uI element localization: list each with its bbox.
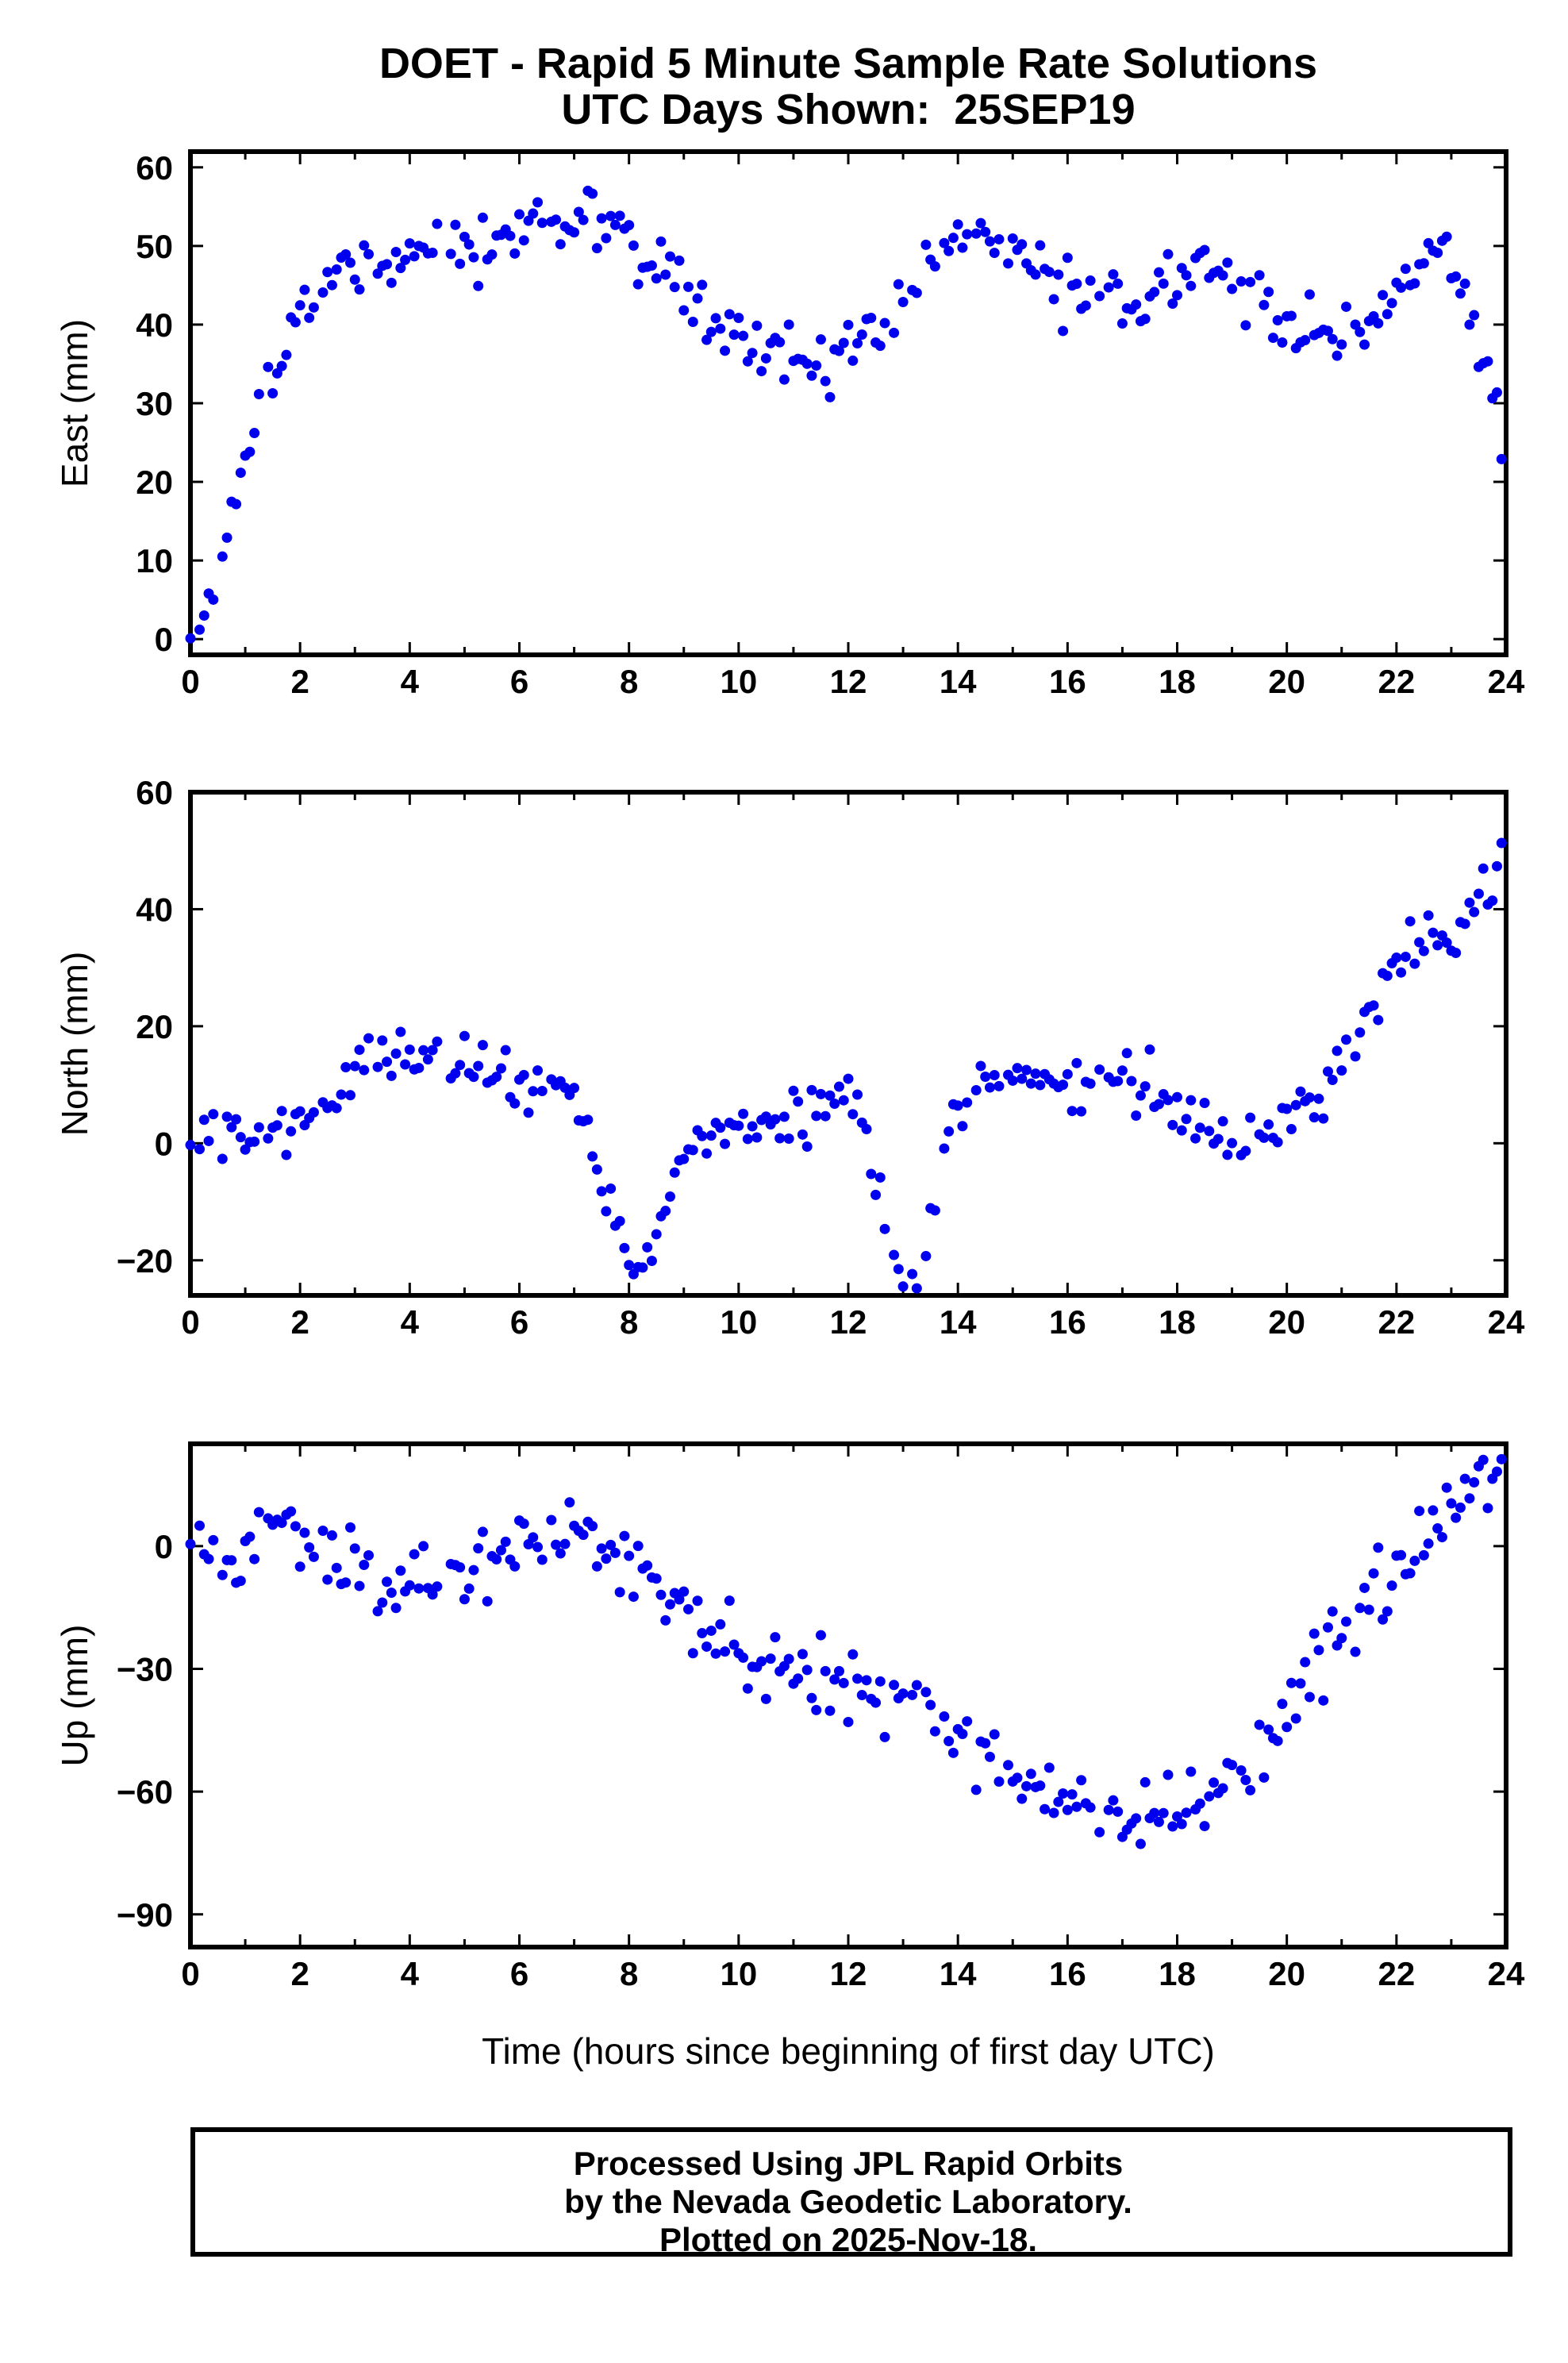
svg-text:Plotted on 2025-Nov-18.: Plotted on 2025-Nov-18.	[659, 2221, 1037, 2258]
svg-text:UTC Days Shown: 25SEP19: UTC Days Shown: 25SEP19	[561, 86, 1135, 133]
svg-text:22: 22	[1378, 1955, 1415, 1992]
svg-text:Up (mm): Up (mm)	[54, 1625, 95, 1767]
svg-text:6: 6	[510, 663, 528, 700]
svg-text:2: 2	[290, 663, 309, 700]
svg-text:12: 12	[830, 1303, 867, 1341]
svg-text:20: 20	[1268, 1303, 1305, 1341]
svg-text:0: 0	[155, 1528, 173, 1565]
svg-text:by the Nevada Geodetic Laborat: by the Nevada Geodetic Laboratory.	[564, 2183, 1132, 2220]
svg-text:24: 24	[1488, 1955, 1525, 1992]
svg-text:20: 20	[136, 464, 173, 501]
svg-text:2: 2	[290, 1955, 309, 1992]
svg-text:12: 12	[830, 663, 867, 700]
svg-text:4: 4	[401, 663, 420, 700]
svg-text:18: 18	[1159, 663, 1196, 700]
svg-text:0: 0	[155, 621, 173, 658]
svg-text:−20: −20	[117, 1242, 173, 1280]
svg-text:0: 0	[181, 663, 199, 700]
svg-text:20: 20	[1268, 663, 1305, 700]
svg-text:6: 6	[510, 1303, 528, 1341]
svg-text:60: 60	[136, 149, 173, 187]
svg-text:10: 10	[136, 542, 173, 579]
svg-text:−90: −90	[117, 1896, 173, 1934]
svg-text:10: 10	[720, 1303, 757, 1341]
svg-text:16: 16	[1049, 1955, 1086, 1992]
svg-text:10: 10	[720, 1955, 757, 1992]
svg-text:Time (hours since beginning of: Time (hours since beginning of first day…	[482, 2030, 1215, 2072]
svg-text:14: 14	[940, 663, 977, 700]
svg-text:40: 40	[136, 891, 173, 928]
svg-text:60: 60	[136, 774, 173, 811]
svg-text:18: 18	[1159, 1955, 1196, 1992]
svg-text:20: 20	[136, 1008, 173, 1045]
svg-text:East (mm): East (mm)	[54, 319, 95, 487]
svg-text:Processed Using JPL Rapid Orbi: Processed Using JPL Rapid Orbits	[574, 2145, 1123, 2182]
svg-text:−30: −30	[117, 1650, 173, 1688]
svg-text:22: 22	[1378, 1303, 1415, 1341]
svg-text:4: 4	[401, 1955, 420, 1992]
svg-text:0: 0	[181, 1955, 199, 1992]
svg-text:8: 8	[620, 1955, 638, 1992]
svg-text:12: 12	[830, 1955, 867, 1992]
svg-text:16: 16	[1049, 663, 1086, 700]
svg-text:40: 40	[136, 306, 173, 344]
svg-text:DOET - Rapid 5 Minute Sample R: DOET - Rapid 5 Minute Sample Rate Soluti…	[379, 40, 1317, 87]
svg-text:18: 18	[1159, 1303, 1196, 1341]
svg-text:14: 14	[940, 1303, 977, 1341]
svg-text:22: 22	[1378, 663, 1415, 700]
svg-text:8: 8	[620, 1303, 638, 1341]
svg-text:4: 4	[401, 1303, 420, 1341]
svg-text:North (mm): North (mm)	[54, 952, 95, 1137]
svg-text:24: 24	[1488, 1303, 1525, 1341]
svg-text:6: 6	[510, 1955, 528, 1992]
svg-text:−60: −60	[117, 1773, 173, 1811]
svg-text:14: 14	[940, 1955, 977, 1992]
svg-text:50: 50	[136, 228, 173, 265]
svg-text:30: 30	[136, 385, 173, 422]
svg-text:20: 20	[1268, 1955, 1305, 1992]
svg-text:10: 10	[720, 663, 757, 700]
svg-text:8: 8	[620, 663, 638, 700]
svg-text:24: 24	[1488, 663, 1525, 700]
svg-text:0: 0	[155, 1125, 173, 1162]
svg-text:16: 16	[1049, 1303, 1086, 1341]
svg-text:2: 2	[290, 1303, 309, 1341]
svg-text:0: 0	[181, 1303, 199, 1341]
